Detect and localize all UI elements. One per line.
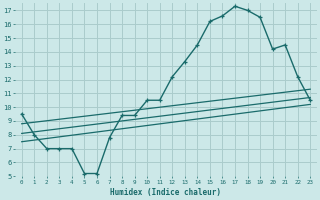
X-axis label: Humidex (Indice chaleur): Humidex (Indice chaleur) bbox=[110, 188, 221, 197]
